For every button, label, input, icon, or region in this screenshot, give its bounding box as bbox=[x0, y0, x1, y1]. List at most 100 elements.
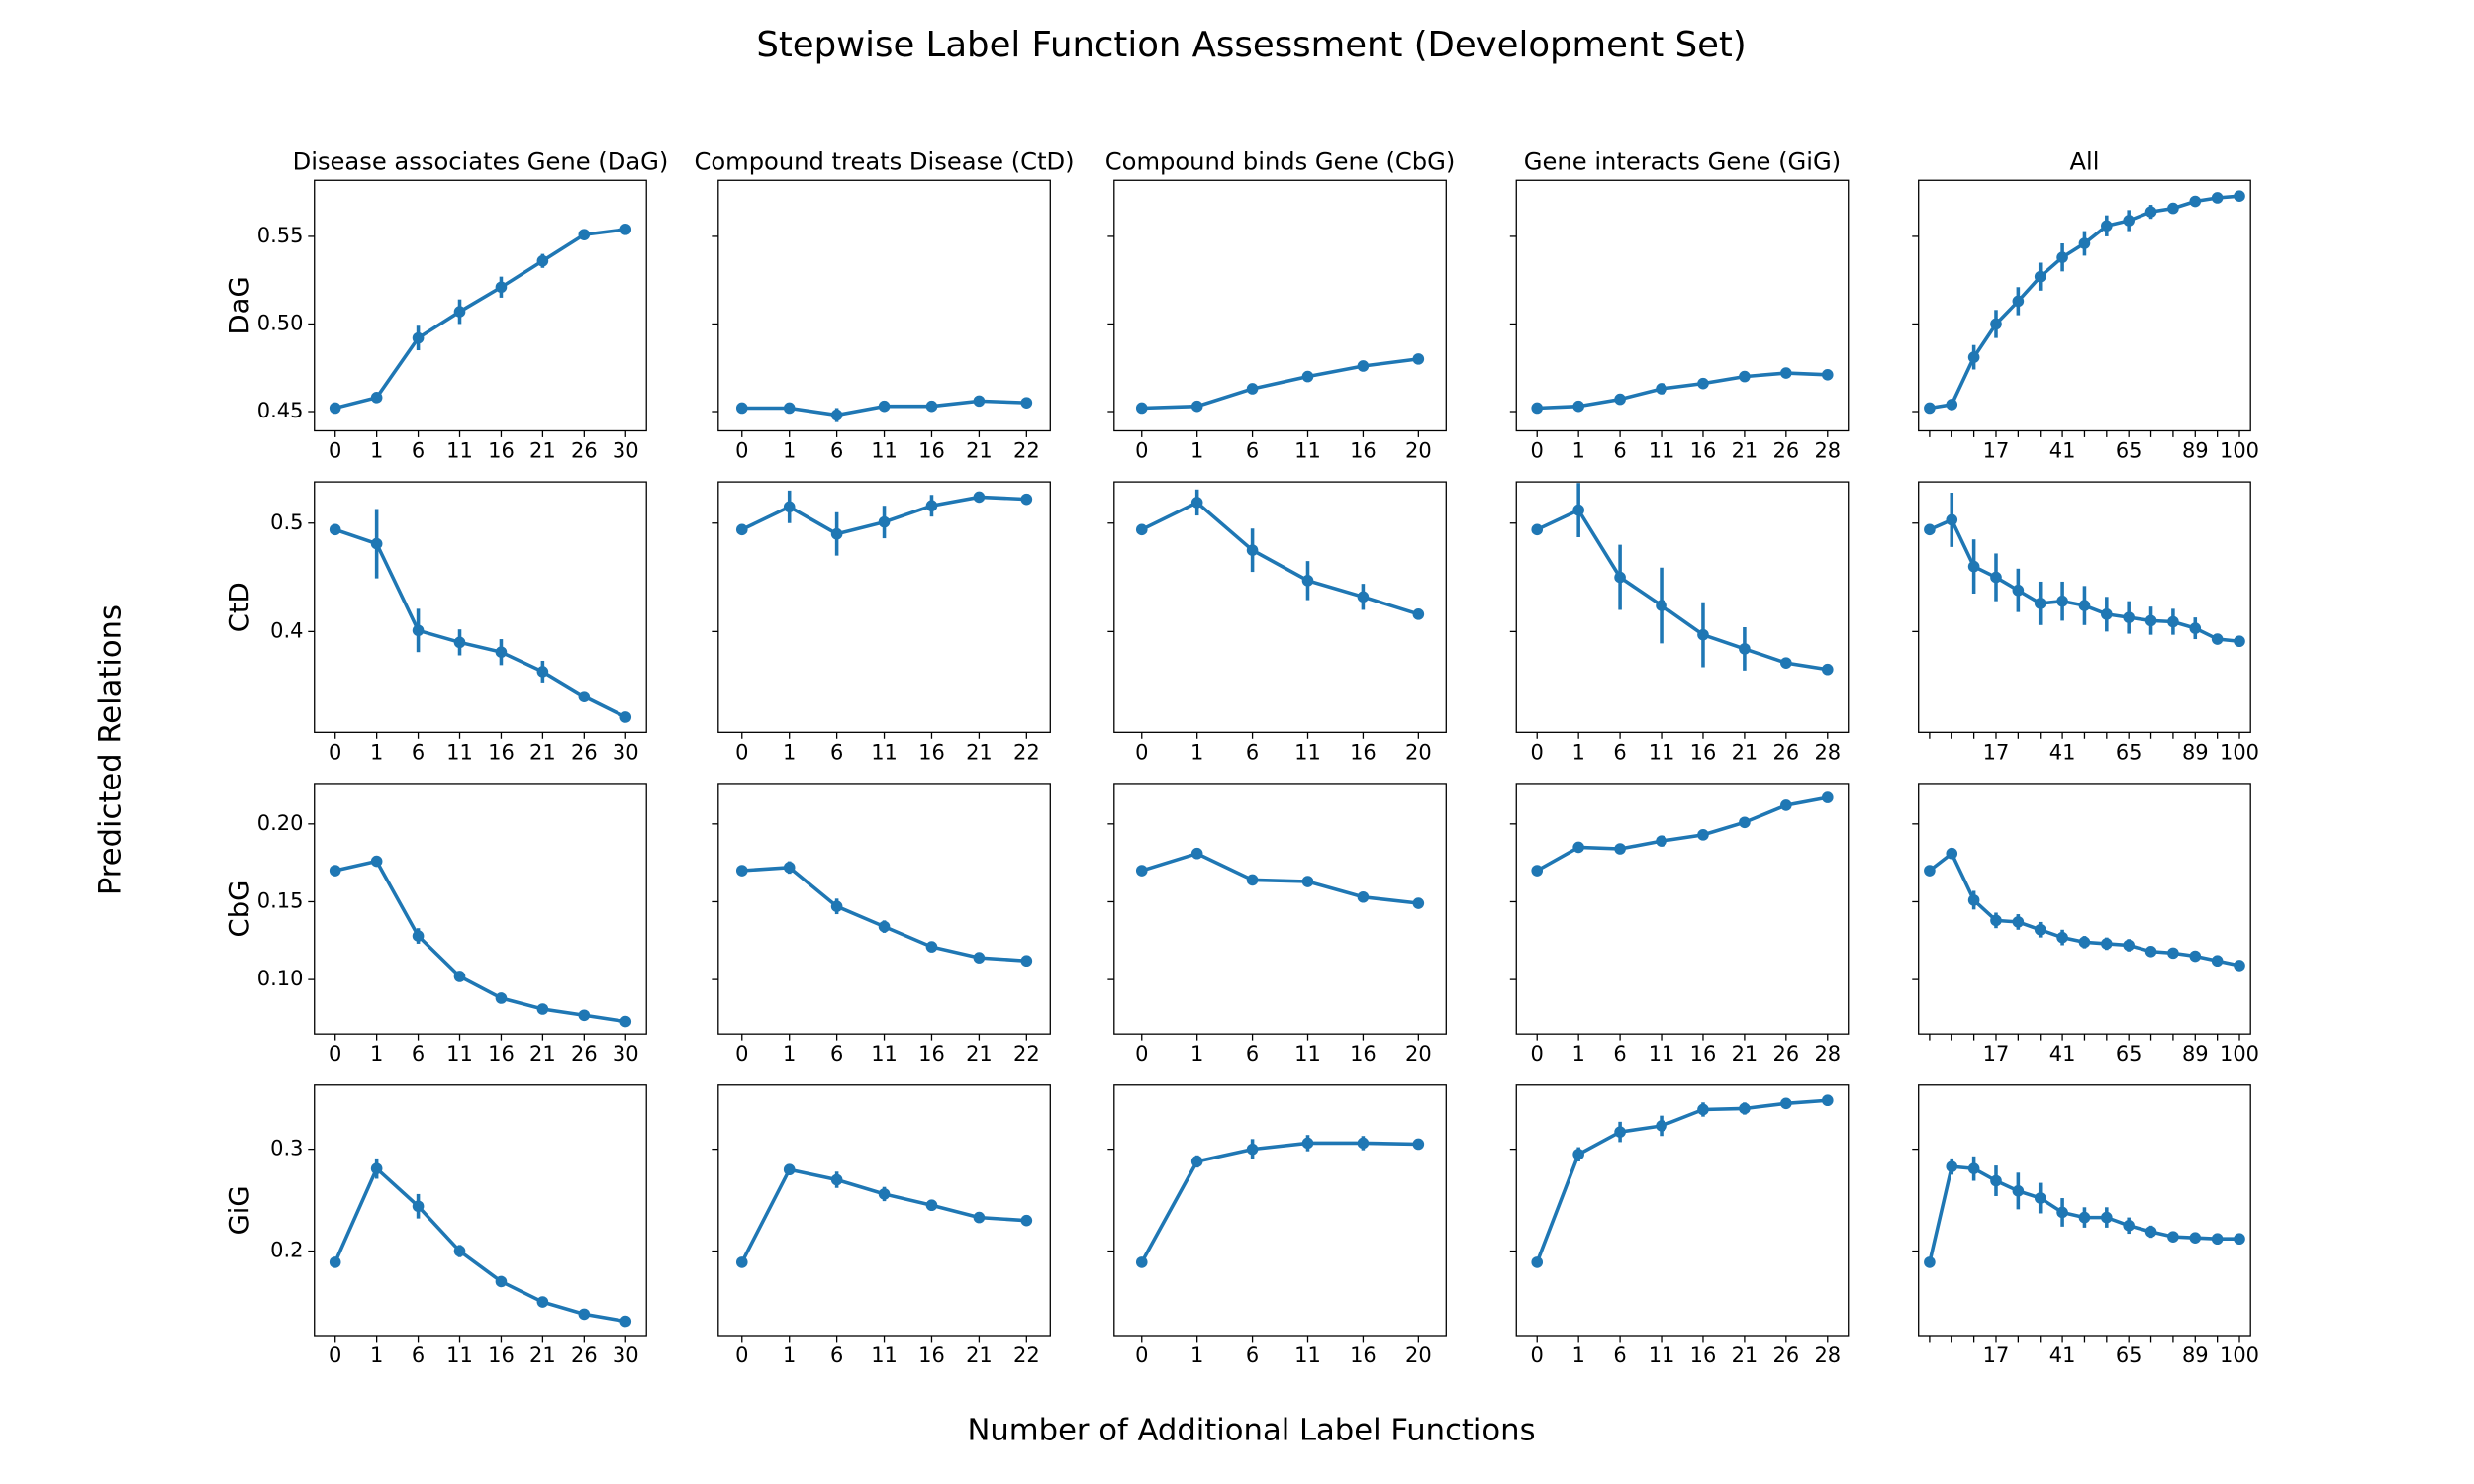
x-tick-label: 28 bbox=[1814, 438, 1841, 462]
line bbox=[1929, 194, 2240, 411]
point bbox=[2034, 270, 2046, 283]
axes-frame bbox=[1515, 179, 1850, 432]
point bbox=[1656, 383, 1667, 395]
x-tick-label: 21 bbox=[966, 1042, 993, 1066]
point bbox=[2012, 916, 2025, 928]
x-tick-label: 21 bbox=[1732, 740, 1759, 764]
point bbox=[1572, 504, 1584, 516]
line bbox=[1141, 851, 1419, 905]
point bbox=[2234, 635, 2245, 648]
point bbox=[453, 636, 466, 649]
x-tick-label: 89 bbox=[2182, 438, 2209, 462]
axes-frame bbox=[1113, 179, 1447, 432]
point bbox=[1697, 628, 1709, 641]
point bbox=[1246, 544, 1259, 556]
x-tick-label: 6 bbox=[830, 1042, 843, 1066]
x-axis-title: Number of Additional Label Functions bbox=[967, 1413, 1535, 1447]
point bbox=[2167, 202, 2179, 215]
point bbox=[830, 1173, 843, 1186]
point bbox=[1301, 575, 1314, 587]
point bbox=[1924, 523, 1936, 536]
point bbox=[1614, 1126, 1626, 1138]
point bbox=[1656, 600, 1667, 611]
y-axis-label: CtD bbox=[225, 582, 255, 632]
line bbox=[334, 859, 626, 1024]
subplot-title: Compound binds Gene (CbG) bbox=[1105, 148, 1456, 176]
axes-frame bbox=[1515, 481, 1850, 733]
y-axis-title: Predicted Relations bbox=[93, 604, 128, 895]
x-tick-label: 65 bbox=[2116, 1344, 2142, 1367]
x-tick-label: 16 bbox=[918, 1042, 945, 1066]
point bbox=[1990, 571, 2002, 584]
point bbox=[1190, 847, 1203, 860]
point bbox=[2012, 1185, 2025, 1197]
point bbox=[1572, 841, 1584, 854]
line bbox=[1140, 500, 1419, 616]
point bbox=[1531, 402, 1544, 415]
point bbox=[2189, 622, 2202, 634]
subplot-title: Disease associates Gene (DaG) bbox=[293, 148, 669, 176]
x-tick-label: 30 bbox=[613, 740, 639, 764]
point bbox=[1531, 865, 1544, 877]
point bbox=[1990, 914, 2002, 927]
x-tick-label: 6 bbox=[1613, 740, 1626, 764]
point bbox=[2189, 950, 2202, 963]
point bbox=[2034, 923, 2046, 936]
point bbox=[2123, 215, 2135, 227]
point bbox=[1697, 1103, 1709, 1116]
point bbox=[2211, 192, 2224, 204]
x-tick-label: 6 bbox=[1246, 740, 1259, 764]
point bbox=[2078, 237, 2091, 249]
point bbox=[2123, 611, 2135, 623]
point bbox=[619, 1015, 632, 1028]
point bbox=[1135, 523, 1148, 536]
point bbox=[2056, 1206, 2068, 1219]
x-tick-label: 11 bbox=[871, 1042, 898, 1066]
point bbox=[925, 500, 938, 512]
x-tick-label: 0 bbox=[735, 740, 748, 764]
x-tick-label: 30 bbox=[613, 438, 639, 462]
x-tick-label: 20 bbox=[1405, 1042, 1432, 1066]
point bbox=[495, 281, 508, 294]
x-tick-label: 26 bbox=[571, 1344, 598, 1367]
x-tick-label: 1 bbox=[1571, 1344, 1584, 1367]
point bbox=[2078, 936, 2091, 949]
x-tick-label: 41 bbox=[2049, 1344, 2076, 1367]
y-tick-label: 0.20 bbox=[257, 811, 304, 835]
axes-frame bbox=[1113, 481, 1447, 733]
point bbox=[1020, 493, 1033, 506]
x-tick-label: 11 bbox=[446, 740, 473, 764]
point bbox=[1246, 1143, 1259, 1156]
y-tick-label: 0.4 bbox=[270, 618, 303, 642]
axes-frame bbox=[1515, 783, 1850, 1035]
point bbox=[1967, 351, 1980, 363]
point bbox=[1739, 370, 1751, 383]
point bbox=[619, 224, 632, 235]
x-tick-label: 11 bbox=[1294, 740, 1321, 764]
x-tick-label: 100 bbox=[2220, 740, 2259, 764]
point bbox=[329, 402, 341, 415]
point bbox=[1614, 843, 1626, 855]
point bbox=[536, 1296, 549, 1308]
x-tick-label: 89 bbox=[2182, 740, 2209, 764]
x-tick-label: 6 bbox=[1246, 438, 1259, 462]
x-tick-label: 16 bbox=[918, 438, 945, 462]
point bbox=[1357, 1137, 1370, 1150]
point bbox=[329, 523, 341, 536]
point bbox=[1572, 1148, 1584, 1160]
x-tick-label: 11 bbox=[1649, 740, 1675, 764]
point bbox=[619, 711, 632, 723]
point bbox=[925, 1199, 938, 1212]
x-tick-label: 6 bbox=[412, 1344, 425, 1367]
x-tick-label: 1 bbox=[370, 1344, 383, 1367]
point bbox=[1946, 847, 1958, 860]
x-tick-label: 30 bbox=[613, 1344, 639, 1367]
point bbox=[1190, 497, 1203, 509]
x-tick-label: 41 bbox=[2049, 740, 2076, 764]
point bbox=[329, 865, 341, 877]
point bbox=[2167, 615, 2179, 628]
y-tick-label: 0.3 bbox=[270, 1137, 303, 1160]
x-tick-label: 11 bbox=[871, 438, 898, 462]
x-tick-label: 21 bbox=[529, 1042, 556, 1066]
point bbox=[1531, 523, 1544, 536]
